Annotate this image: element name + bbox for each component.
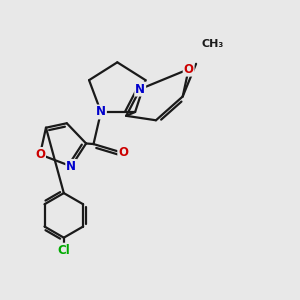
Text: N: N — [96, 106, 106, 118]
Text: Cl: Cl — [57, 244, 70, 257]
Text: O: O — [118, 146, 128, 160]
Text: CH₃: CH₃ — [201, 40, 224, 50]
Text: O: O — [35, 148, 45, 161]
Text: N: N — [66, 160, 76, 173]
Text: N: N — [135, 82, 145, 96]
Text: O: O — [184, 63, 194, 76]
